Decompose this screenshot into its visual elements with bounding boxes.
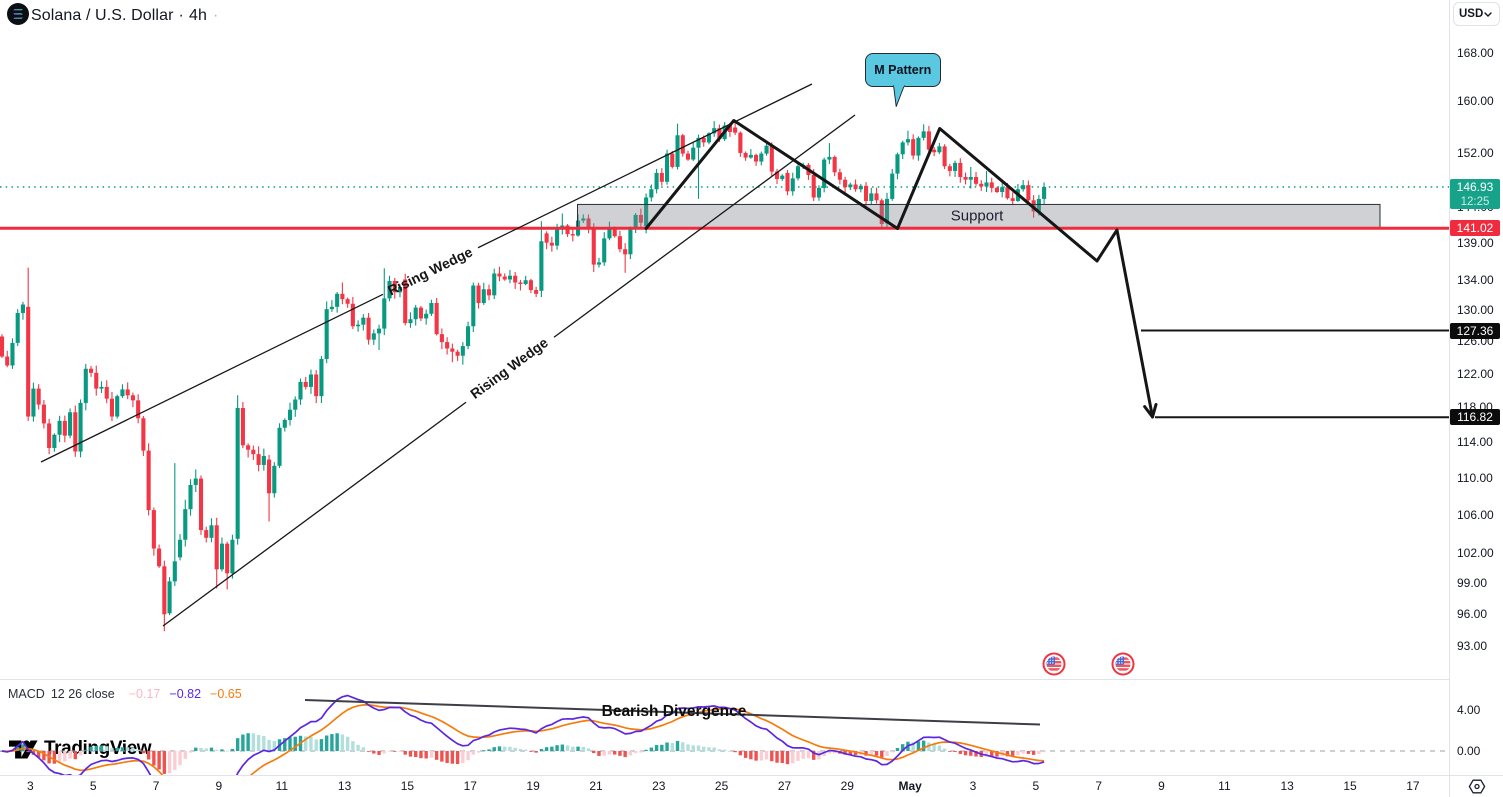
chevron-down-icon [1484, 11, 1492, 17]
time-tick-label: 27 [777, 779, 792, 793]
symbol-title[interactable]: Solana / U.S. Dollar · 4h · [31, 5, 218, 27]
time-tick-label: 25 [714, 779, 729, 793]
macd-line-value: −0.82 [169, 687, 202, 701]
time-tick-label: 9 [215, 779, 223, 793]
macd-tick-label: 4.00 [1457, 703, 1481, 717]
support-zone-label[interactable]: Support [950, 207, 1004, 224]
bar-countdown: 12:25 [1460, 196, 1490, 208]
title-trailing-dot: · [212, 7, 219, 24]
time-tick-label: 5 [1032, 779, 1040, 793]
time-tick-label: 13 [1280, 779, 1294, 793]
currency-label: USD [1459, 8, 1484, 20]
time-axis-settings-button[interactable] [1468, 778, 1486, 797]
price-tick-label: 122.00 [1457, 366, 1494, 381]
time-tick-label: 7 [152, 779, 160, 793]
target-price-badge-2: 116.82 [1450, 409, 1500, 426]
bearish-divergence-label[interactable]: Bearish Divergence [601, 703, 747, 720]
time-tick-label: 11 [1218, 779, 1231, 793]
interval-label[interactable]: 4h [188, 7, 207, 24]
time-tick-label: 9 [1158, 779, 1165, 793]
time-tick-label: 11 [275, 779, 289, 793]
price-tick-label: 99.00 [1457, 576, 1488, 591]
title-separator: · [178, 7, 184, 24]
symbol-name: Solana / U.S. Dollar [31, 7, 174, 24]
time-tick-label: 17 [1406, 779, 1420, 793]
price-tick-label: 152.00 [1457, 145, 1494, 160]
time-tick-label: 13 [337, 779, 352, 793]
time-tick-label: 7 [1095, 779, 1103, 793]
price-tick-label: 168.00 [1457, 45, 1494, 60]
macd-signal-value: −0.65 [210, 687, 242, 701]
target-price-badge-1: 127.36 [1450, 322, 1500, 339]
price-tick-label: 96.00 [1457, 607, 1488, 622]
indicator-params: 12 26 close [50, 687, 115, 701]
macd-tick-label: 0.00 [1457, 744, 1481, 758]
price-tick-label: 114.00 [1457, 434, 1493, 449]
price-tick-label: 102.00 [1457, 546, 1494, 561]
time-axis-separator [0, 775, 1503, 776]
time-tick-label: 23 [652, 779, 666, 793]
indicator-status-line[interactable]: MACD 12 26 close −0.17 −0.82 −0.65 [8, 687, 242, 701]
last-price-value: 146.93 [1456, 180, 1494, 194]
pane-separator[interactable] [0, 679, 1449, 680]
price-axis-separator[interactable] [1449, 0, 1450, 797]
m-pattern-callout[interactable]: M Pattern [865, 53, 941, 87]
price-tick-label: 130.00 [1457, 302, 1494, 317]
macd-histogram-value: −0.17 [128, 687, 161, 701]
price-tick-label: 160.00 [1457, 94, 1494, 109]
time-tick-label: 15 [1343, 779, 1357, 793]
time-tick-label: 5 [89, 779, 97, 793]
time-tick-label: 3 [27, 779, 34, 793]
time-tick-label: 17 [463, 779, 477, 793]
time-tick-label: 15 [400, 779, 415, 793]
time-tick-label: 21 [589, 779, 603, 793]
price-tick-label: 106.00 [1457, 507, 1494, 522]
time-tick-label: 29 [840, 779, 854, 793]
time-tick-label: May [898, 779, 922, 793]
indicator-name[interactable]: MACD [8, 687, 45, 701]
solana-logo-icon [7, 3, 29, 30]
price-tick-label: 134.00 [1457, 272, 1494, 287]
alert-price-badge: 141.02 [1450, 220, 1500, 237]
time-tick-label: 3 [969, 779, 977, 793]
time-tick-label: 19 [526, 779, 540, 793]
price-tick-label: 110.00 [1457, 470, 1493, 485]
gear-icon [1468, 779, 1486, 794]
m-pattern-callout-tail [892, 85, 905, 107]
currency-dropdown[interactable]: USD [1453, 2, 1500, 26]
last-price-badge: 146.93 12:25 [1450, 179, 1500, 209]
price-tick-label: 139.00 [1457, 235, 1494, 250]
price-tick-label: 93.00 [1457, 639, 1488, 654]
m-pattern-callout-label: M Pattern [874, 62, 932, 77]
